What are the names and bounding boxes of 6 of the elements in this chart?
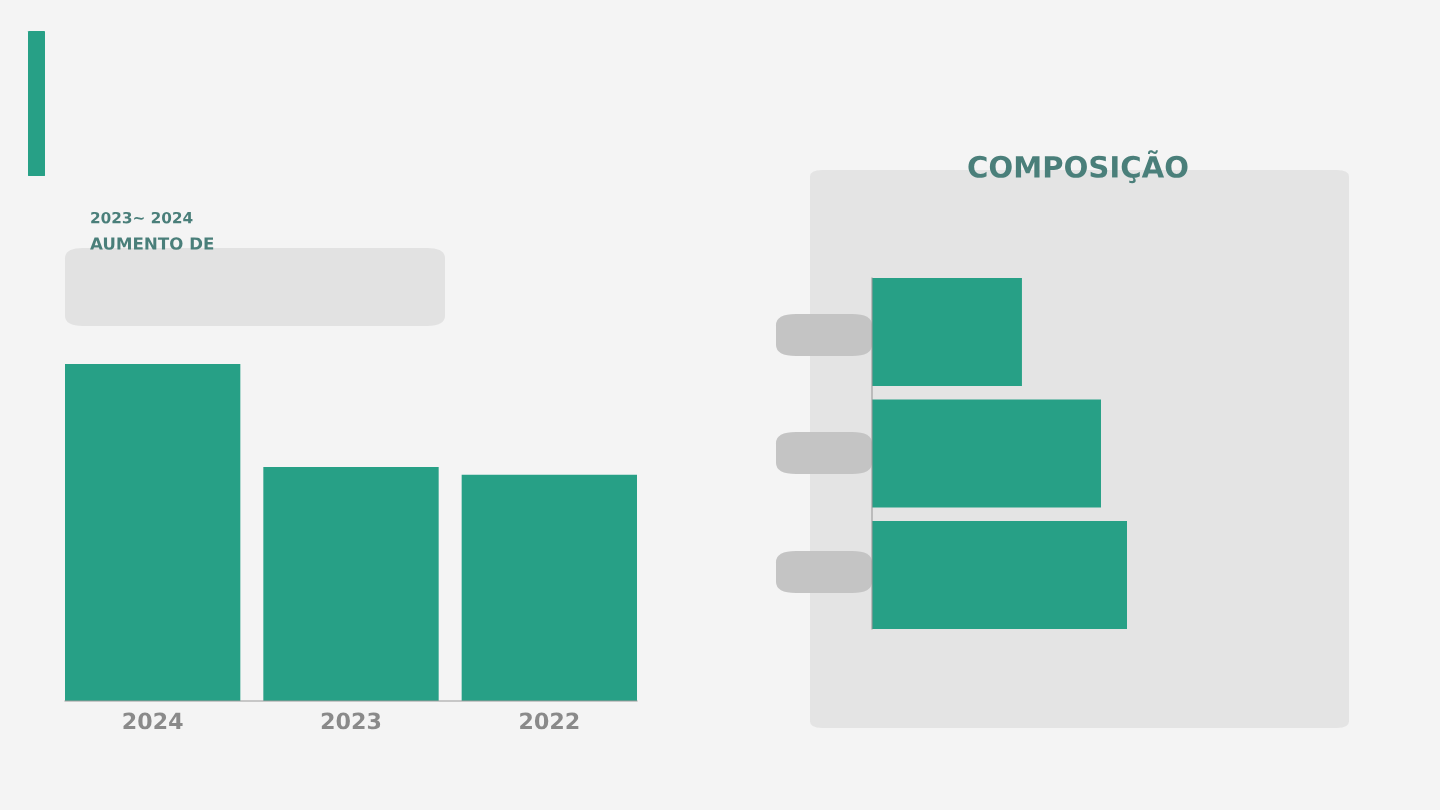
x-tick-label: 2024 bbox=[123, 712, 183, 730]
x-tick-label: 2022 bbox=[520, 712, 579, 730]
chart-title: COMPOSIÇÃO bbox=[968, 150, 1188, 184]
text: 2023~ 2024 bbox=[91, 211, 193, 224]
x-tick-label: 2023 bbox=[321, 712, 381, 730]
text: AUMENTO DE bbox=[90, 237, 214, 250]
